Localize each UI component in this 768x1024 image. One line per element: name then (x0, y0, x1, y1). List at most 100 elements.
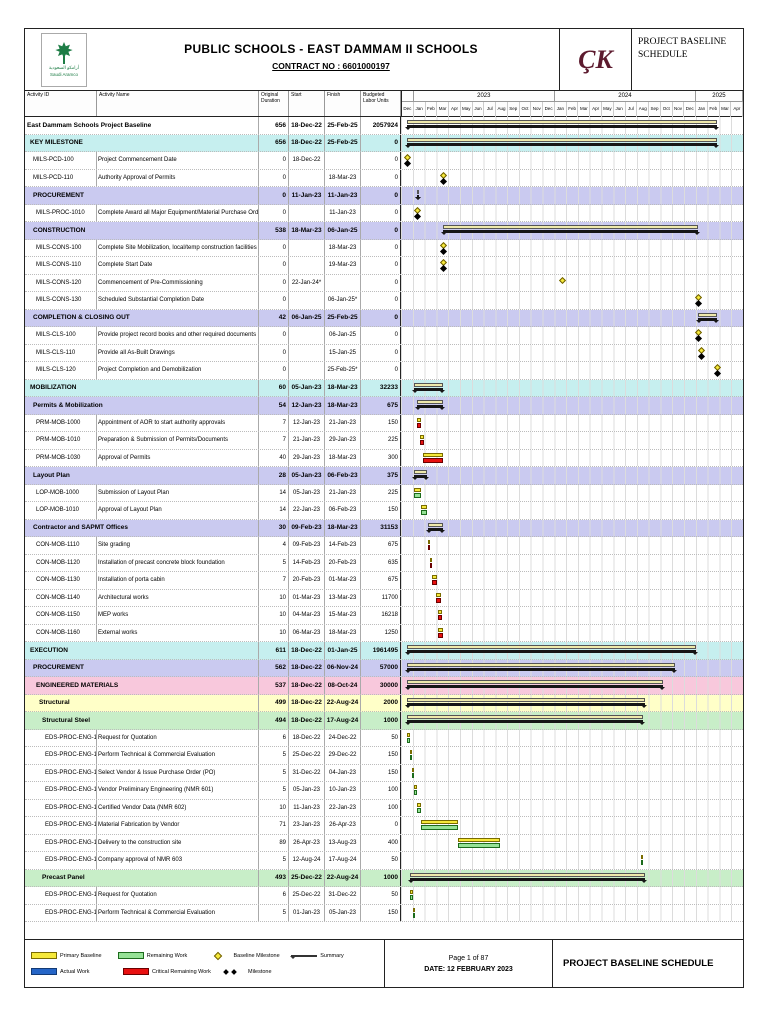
gantt-cell (401, 519, 743, 536)
table-row: KEY MILESTONE 656 18-Dec-22 25-Feb-25 0 (25, 134, 743, 152)
duration-cell: 7 (259, 432, 289, 449)
start-cell (289, 257, 325, 274)
gantt-cell (401, 309, 743, 326)
duration-cell: 42 (259, 309, 289, 326)
gantt-cell (401, 537, 743, 554)
activity-name-cell: Complete Award all Major Equipment/Mater… (97, 204, 259, 221)
milestone-diamond (440, 264, 448, 273)
summary-bar (405, 720, 646, 725)
start-cell: 12-Jan-23 (289, 414, 325, 431)
milestone-swatch-icon (224, 969, 240, 975)
remaining-work-bar (414, 790, 417, 795)
summary-bar (405, 667, 677, 673)
baseline-bar (457, 837, 501, 842)
finish-cell: 29-Jan-23 (325, 432, 361, 449)
bmilestone-swatch-icon (213, 951, 222, 960)
summary-bar (405, 702, 647, 708)
month-header: Apr (449, 102, 461, 117)
legend-label: Summary (320, 952, 344, 959)
duration-cell: 10 (259, 607, 289, 624)
table-row: EDS-PROC-ENG-1030Vendor Preliminary Engi… (25, 782, 743, 800)
remaining-work-bar (420, 510, 427, 515)
baseline-bar (436, 592, 442, 597)
gantt-cell (401, 852, 743, 869)
activity-name-cell: Company approval of NMR 603 (97, 852, 259, 869)
activity-name-cell: Site grading (97, 537, 259, 554)
table-row: CONSTRUCTION 538 18-Mar-23 06-Jan-25 0 (25, 222, 743, 240)
summary-baseline-bar (414, 382, 444, 387)
finish-cell: 13-Aug-23 (325, 834, 361, 851)
activity-id-cell: MILS-PCD-110 (25, 169, 97, 186)
gantt-cell (401, 414, 743, 431)
gantt-cell (401, 239, 743, 256)
units-cell: 0 (361, 327, 401, 344)
baseline-bar (423, 452, 444, 457)
start-cell: 25-Dec-22 (289, 887, 325, 904)
start-cell: 26-Apr-23 (289, 834, 325, 851)
activity-id-cell: EDS-PROC-ENG-1020 (25, 764, 97, 781)
duration-cell: 0 (259, 327, 289, 344)
summary-bar (440, 230, 701, 235)
duration-cell: 10 (259, 799, 289, 816)
units-cell: 0 (361, 344, 401, 361)
summary-baseline-bar (407, 662, 675, 667)
units-cell: 150 (361, 747, 401, 764)
gantt-cell (401, 642, 743, 659)
units-cell: 50 (361, 852, 401, 869)
month-header: Dec (543, 102, 555, 117)
activity-name-cell: Installation of precast concrete block f… (97, 554, 259, 571)
finish-cell: 08-Oct-24 (325, 677, 361, 694)
table-row: EDS-PROC-ENG-1070Company approval of NMR… (25, 852, 743, 870)
table-row: PRM-MOB-1000 Appointment of AOR to start … (25, 414, 743, 432)
gantt-cell (401, 362, 743, 379)
activity-id-cell: LOP-MOB-1000 (25, 484, 97, 501)
finish-cell: 25-Feb-25* (325, 362, 361, 379)
gantt-cell (401, 327, 743, 344)
gantt-cell (401, 694, 743, 711)
table-row: Contractor and SAPMT Offices 30 09-Feb-23 1… (25, 519, 743, 537)
finish-cell: 15-Jan-25 (325, 344, 361, 361)
finish-cell: 21-Jan-23 (325, 484, 361, 501)
table-header: Activity ID Activity Name Original Duratio… (25, 91, 744, 117)
activity-id-cell: EDS-PROC-ENG-1070 (25, 852, 97, 869)
finish-cell: 11-Jan-23 (325, 187, 361, 204)
units-cell: 0 (361, 187, 401, 204)
month-header: May (602, 102, 614, 117)
start-cell: 20-Feb-23 (289, 572, 325, 589)
duration-cell: 10 (259, 624, 289, 641)
gantt-cell (401, 397, 743, 414)
group-title-cell: Structural Steel (25, 712, 259, 729)
baseline-bar (431, 575, 437, 579)
month-header: Oct (520, 102, 532, 117)
group-title-cell: Precast Panel (25, 869, 259, 886)
activity-id-cell: MILS-CLS-120 (25, 362, 97, 379)
units-cell: 0 (361, 257, 401, 274)
baseline-bar (420, 505, 427, 509)
activity-name-cell: Approval of Permits (97, 449, 259, 466)
finish-cell (325, 274, 361, 291)
activity-name-cell: Select Vendor & Issue Purchase Order (PO… (97, 764, 259, 781)
month-header: Sep (508, 102, 520, 117)
table-row: COMPLETION & CLOSING OUT 42 06-Jan-25 25-Fe… (25, 309, 743, 327)
units-cell: 0 (361, 134, 401, 151)
footer-title: PROJECT BASELINE SCHEDULE (563, 958, 714, 969)
table-row: Layout Plan 28 05-Jan-23 06-Feb-23 375 (25, 467, 743, 485)
table-row: Permits & Mobilization 54 12-Jan-23 18-Mar-… (25, 397, 743, 415)
activity-id-cell: EDS-PROC-ENG-1010 (25, 747, 97, 764)
legend-item: Summary (290, 952, 378, 959)
table-row: MILS-CONS-120 Commencement of Pre-Commiss… (25, 274, 743, 292)
activity-id-cell: MILS-PROC-1010 (25, 204, 97, 221)
gantt-cell (401, 467, 743, 484)
duration-cell: 5 (259, 852, 289, 869)
units-cell: 400 (361, 834, 401, 851)
units-cell: 0 (361, 152, 401, 169)
finish-cell: 17-Aug-24 (325, 712, 361, 729)
table-row: CON-MOB-1160 External works 10 06-Mar-23 18-… (25, 624, 743, 642)
remaining-swatch-icon (117, 952, 144, 959)
summary-bar (414, 195, 421, 200)
start-cell: 25-Dec-22 (289, 747, 325, 764)
table-row: MILS-CLS-120 Project Completion and Demob… (25, 362, 743, 380)
duration-cell: 7 (259, 414, 289, 431)
milestone-diamond (698, 352, 706, 360)
finish-cell: 14-Feb-23 (325, 537, 361, 554)
